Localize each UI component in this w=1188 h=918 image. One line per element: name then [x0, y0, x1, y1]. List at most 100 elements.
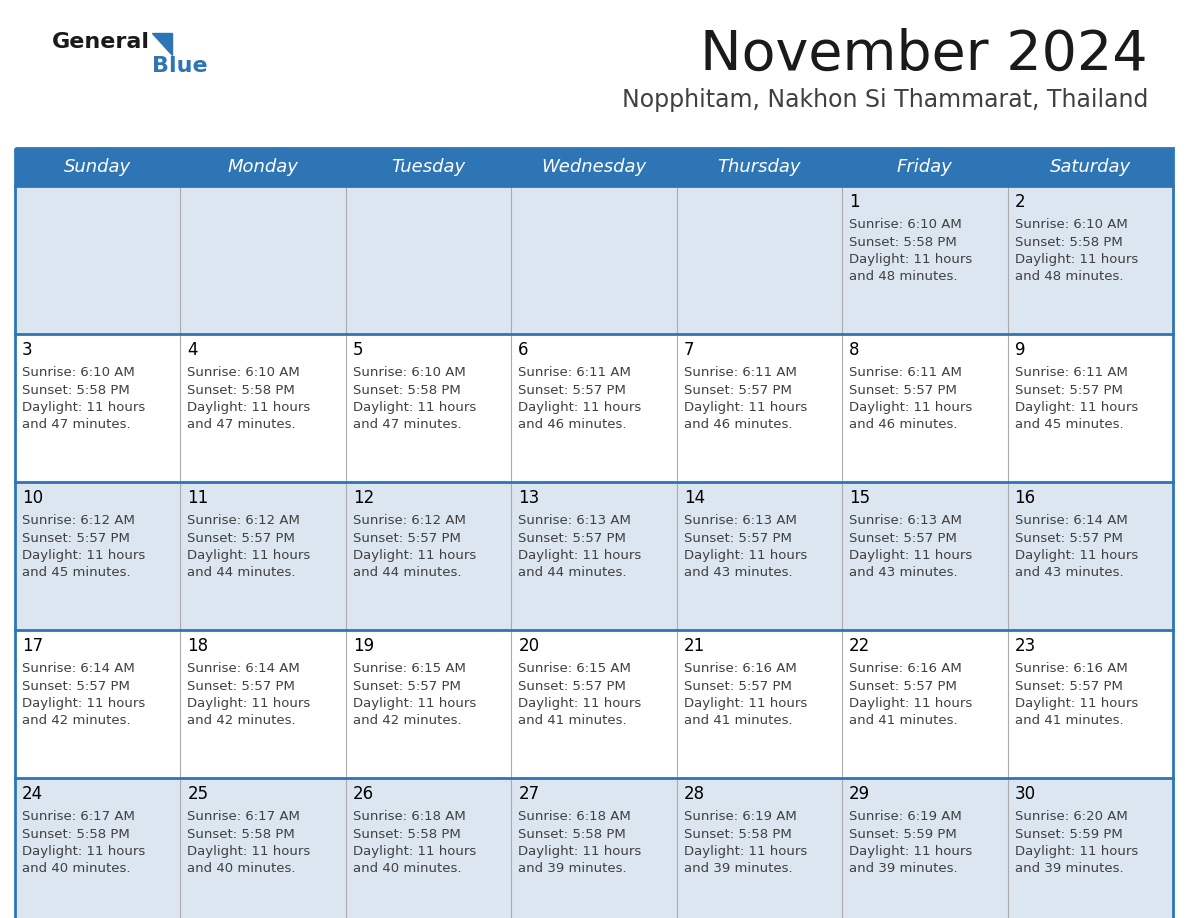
Text: Sunrise: 6:14 AM: Sunrise: 6:14 AM [23, 662, 134, 675]
Text: Sunset: 5:57 PM: Sunset: 5:57 PM [518, 679, 626, 692]
Text: Sunset: 5:57 PM: Sunset: 5:57 PM [353, 679, 461, 692]
Text: Sunrise: 6:14 AM: Sunrise: 6:14 AM [1015, 514, 1127, 527]
Text: Sunset: 5:57 PM: Sunset: 5:57 PM [518, 384, 626, 397]
Text: Sunset: 5:57 PM: Sunset: 5:57 PM [684, 679, 791, 692]
Text: Daylight: 11 hours: Daylight: 11 hours [684, 549, 807, 562]
Text: Daylight: 11 hours: Daylight: 11 hours [353, 549, 476, 562]
Text: Sunrise: 6:12 AM: Sunrise: 6:12 AM [353, 514, 466, 527]
Text: 16: 16 [1015, 489, 1036, 507]
Text: 22: 22 [849, 637, 871, 655]
Text: Sunset: 5:58 PM: Sunset: 5:58 PM [23, 827, 129, 841]
Text: Sunrise: 6:10 AM: Sunrise: 6:10 AM [353, 366, 466, 379]
Text: Sunrise: 6:19 AM: Sunrise: 6:19 AM [684, 810, 796, 823]
Text: Sunset: 5:57 PM: Sunset: 5:57 PM [188, 532, 296, 544]
Text: Daylight: 11 hours: Daylight: 11 hours [518, 549, 642, 562]
Text: Sunrise: 6:18 AM: Sunrise: 6:18 AM [353, 810, 466, 823]
Text: 25: 25 [188, 785, 209, 803]
Text: 2: 2 [1015, 193, 1025, 211]
Text: 11: 11 [188, 489, 209, 507]
Bar [15, 630, 1173, 778]
Text: Sunrise: 6:17 AM: Sunrise: 6:17 AM [188, 810, 301, 823]
Text: 29: 29 [849, 785, 871, 803]
Text: and 48 minutes.: and 48 minutes. [849, 271, 958, 284]
Text: Sunset: 5:57 PM: Sunset: 5:57 PM [684, 532, 791, 544]
Text: Daylight: 11 hours: Daylight: 11 hours [1015, 697, 1138, 710]
Text: 8: 8 [849, 341, 860, 359]
Text: Daylight: 11 hours: Daylight: 11 hours [1015, 253, 1138, 266]
Text: Daylight: 11 hours: Daylight: 11 hours [849, 401, 973, 414]
Bar [15, 148, 1173, 186]
Text: Daylight: 11 hours: Daylight: 11 hours [518, 401, 642, 414]
Text: Sunset: 5:58 PM: Sunset: 5:58 PM [1015, 236, 1123, 249]
Text: Daylight: 11 hours: Daylight: 11 hours [23, 401, 145, 414]
Text: Sunrise: 6:10 AM: Sunrise: 6:10 AM [849, 218, 962, 231]
Text: and 42 minutes.: and 42 minutes. [23, 714, 131, 727]
Text: Daylight: 11 hours: Daylight: 11 hours [23, 845, 145, 858]
Text: Sunset: 5:57 PM: Sunset: 5:57 PM [353, 532, 461, 544]
Text: 23: 23 [1015, 637, 1036, 655]
Text: Daylight: 11 hours: Daylight: 11 hours [188, 697, 311, 710]
Text: Sunrise: 6:19 AM: Sunrise: 6:19 AM [849, 810, 962, 823]
Text: Sunrise: 6:11 AM: Sunrise: 6:11 AM [849, 366, 962, 379]
Text: Thursday: Thursday [718, 158, 801, 176]
Text: Sunset: 5:59 PM: Sunset: 5:59 PM [849, 827, 956, 841]
Text: Tuesday: Tuesday [392, 158, 466, 176]
Text: Daylight: 11 hours: Daylight: 11 hours [1015, 401, 1138, 414]
Text: Monday: Monday [228, 158, 298, 176]
Text: Sunrise: 6:12 AM: Sunrise: 6:12 AM [188, 514, 301, 527]
Text: 10: 10 [23, 489, 43, 507]
Text: Sunrise: 6:18 AM: Sunrise: 6:18 AM [518, 810, 631, 823]
Text: and 40 minutes.: and 40 minutes. [188, 863, 296, 876]
Text: 28: 28 [684, 785, 704, 803]
Text: and 47 minutes.: and 47 minutes. [23, 419, 131, 431]
Text: 3: 3 [23, 341, 32, 359]
Text: and 39 minutes.: and 39 minutes. [1015, 863, 1123, 876]
Text: Blue: Blue [152, 56, 208, 76]
Text: and 41 minutes.: and 41 minutes. [518, 714, 627, 727]
Polygon shape [152, 33, 172, 55]
Text: and 43 minutes.: and 43 minutes. [684, 566, 792, 579]
Text: Sunset: 5:57 PM: Sunset: 5:57 PM [23, 679, 129, 692]
Text: Sunrise: 6:13 AM: Sunrise: 6:13 AM [849, 514, 962, 527]
Text: 27: 27 [518, 785, 539, 803]
Text: and 40 minutes.: and 40 minutes. [353, 863, 461, 876]
Text: Sunrise: 6:11 AM: Sunrise: 6:11 AM [684, 366, 797, 379]
Text: Daylight: 11 hours: Daylight: 11 hours [353, 697, 476, 710]
Text: 19: 19 [353, 637, 374, 655]
Text: Wednesday: Wednesday [542, 158, 646, 176]
Text: and 43 minutes.: and 43 minutes. [1015, 566, 1123, 579]
Text: and 46 minutes.: and 46 minutes. [684, 419, 792, 431]
Text: and 39 minutes.: and 39 minutes. [684, 863, 792, 876]
Text: Sunset: 5:58 PM: Sunset: 5:58 PM [353, 827, 461, 841]
Text: Sunrise: 6:13 AM: Sunrise: 6:13 AM [518, 514, 631, 527]
Text: Sunset: 5:57 PM: Sunset: 5:57 PM [849, 532, 958, 544]
Text: and 45 minutes.: and 45 minutes. [1015, 419, 1123, 431]
Text: Nopphitam, Nakhon Si Thammarat, Thailand: Nopphitam, Nakhon Si Thammarat, Thailand [621, 88, 1148, 112]
Text: and 43 minutes.: and 43 minutes. [849, 566, 958, 579]
Text: Sunrise: 6:12 AM: Sunrise: 6:12 AM [23, 514, 135, 527]
Text: Sunrise: 6:11 AM: Sunrise: 6:11 AM [1015, 366, 1127, 379]
Text: Daylight: 11 hours: Daylight: 11 hours [1015, 845, 1138, 858]
Text: and 44 minutes.: and 44 minutes. [518, 566, 627, 579]
Text: Daylight: 11 hours: Daylight: 11 hours [684, 401, 807, 414]
Text: Sunset: 5:57 PM: Sunset: 5:57 PM [1015, 384, 1123, 397]
Text: Sunset: 5:57 PM: Sunset: 5:57 PM [1015, 679, 1123, 692]
Text: 21: 21 [684, 637, 704, 655]
Text: Sunset: 5:58 PM: Sunset: 5:58 PM [518, 827, 626, 841]
Text: and 47 minutes.: and 47 minutes. [188, 419, 296, 431]
Text: Sunset: 5:58 PM: Sunset: 5:58 PM [188, 384, 295, 397]
Text: and 47 minutes.: and 47 minutes. [353, 419, 461, 431]
Text: Daylight: 11 hours: Daylight: 11 hours [518, 845, 642, 858]
Text: Sunset: 5:58 PM: Sunset: 5:58 PM [849, 236, 956, 249]
Text: Daylight: 11 hours: Daylight: 11 hours [1015, 549, 1138, 562]
Bar [15, 186, 1173, 334]
Text: General: General [52, 32, 150, 52]
Text: and 42 minutes.: and 42 minutes. [188, 714, 296, 727]
Text: Sunrise: 6:15 AM: Sunrise: 6:15 AM [353, 662, 466, 675]
Text: 7: 7 [684, 341, 694, 359]
Text: 26: 26 [353, 785, 374, 803]
Text: Daylight: 11 hours: Daylight: 11 hours [518, 697, 642, 710]
Text: Sunset: 5:57 PM: Sunset: 5:57 PM [684, 384, 791, 397]
Text: Sunrise: 6:13 AM: Sunrise: 6:13 AM [684, 514, 797, 527]
Text: 20: 20 [518, 637, 539, 655]
